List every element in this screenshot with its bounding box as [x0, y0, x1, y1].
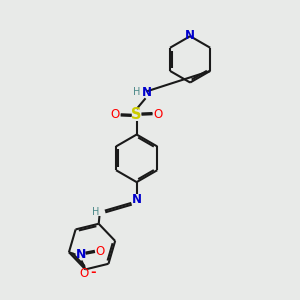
Text: O: O	[95, 244, 104, 257]
Text: O: O	[80, 267, 89, 280]
Text: N: N	[185, 29, 195, 42]
Text: S: S	[131, 107, 142, 122]
Text: N: N	[141, 86, 152, 99]
Text: O: O	[153, 107, 163, 121]
Text: O: O	[111, 107, 120, 121]
Text: -: -	[91, 266, 96, 279]
Text: N: N	[76, 248, 87, 261]
Text: N: N	[132, 194, 142, 206]
Text: H: H	[92, 207, 99, 218]
Text: H: H	[133, 87, 140, 97]
